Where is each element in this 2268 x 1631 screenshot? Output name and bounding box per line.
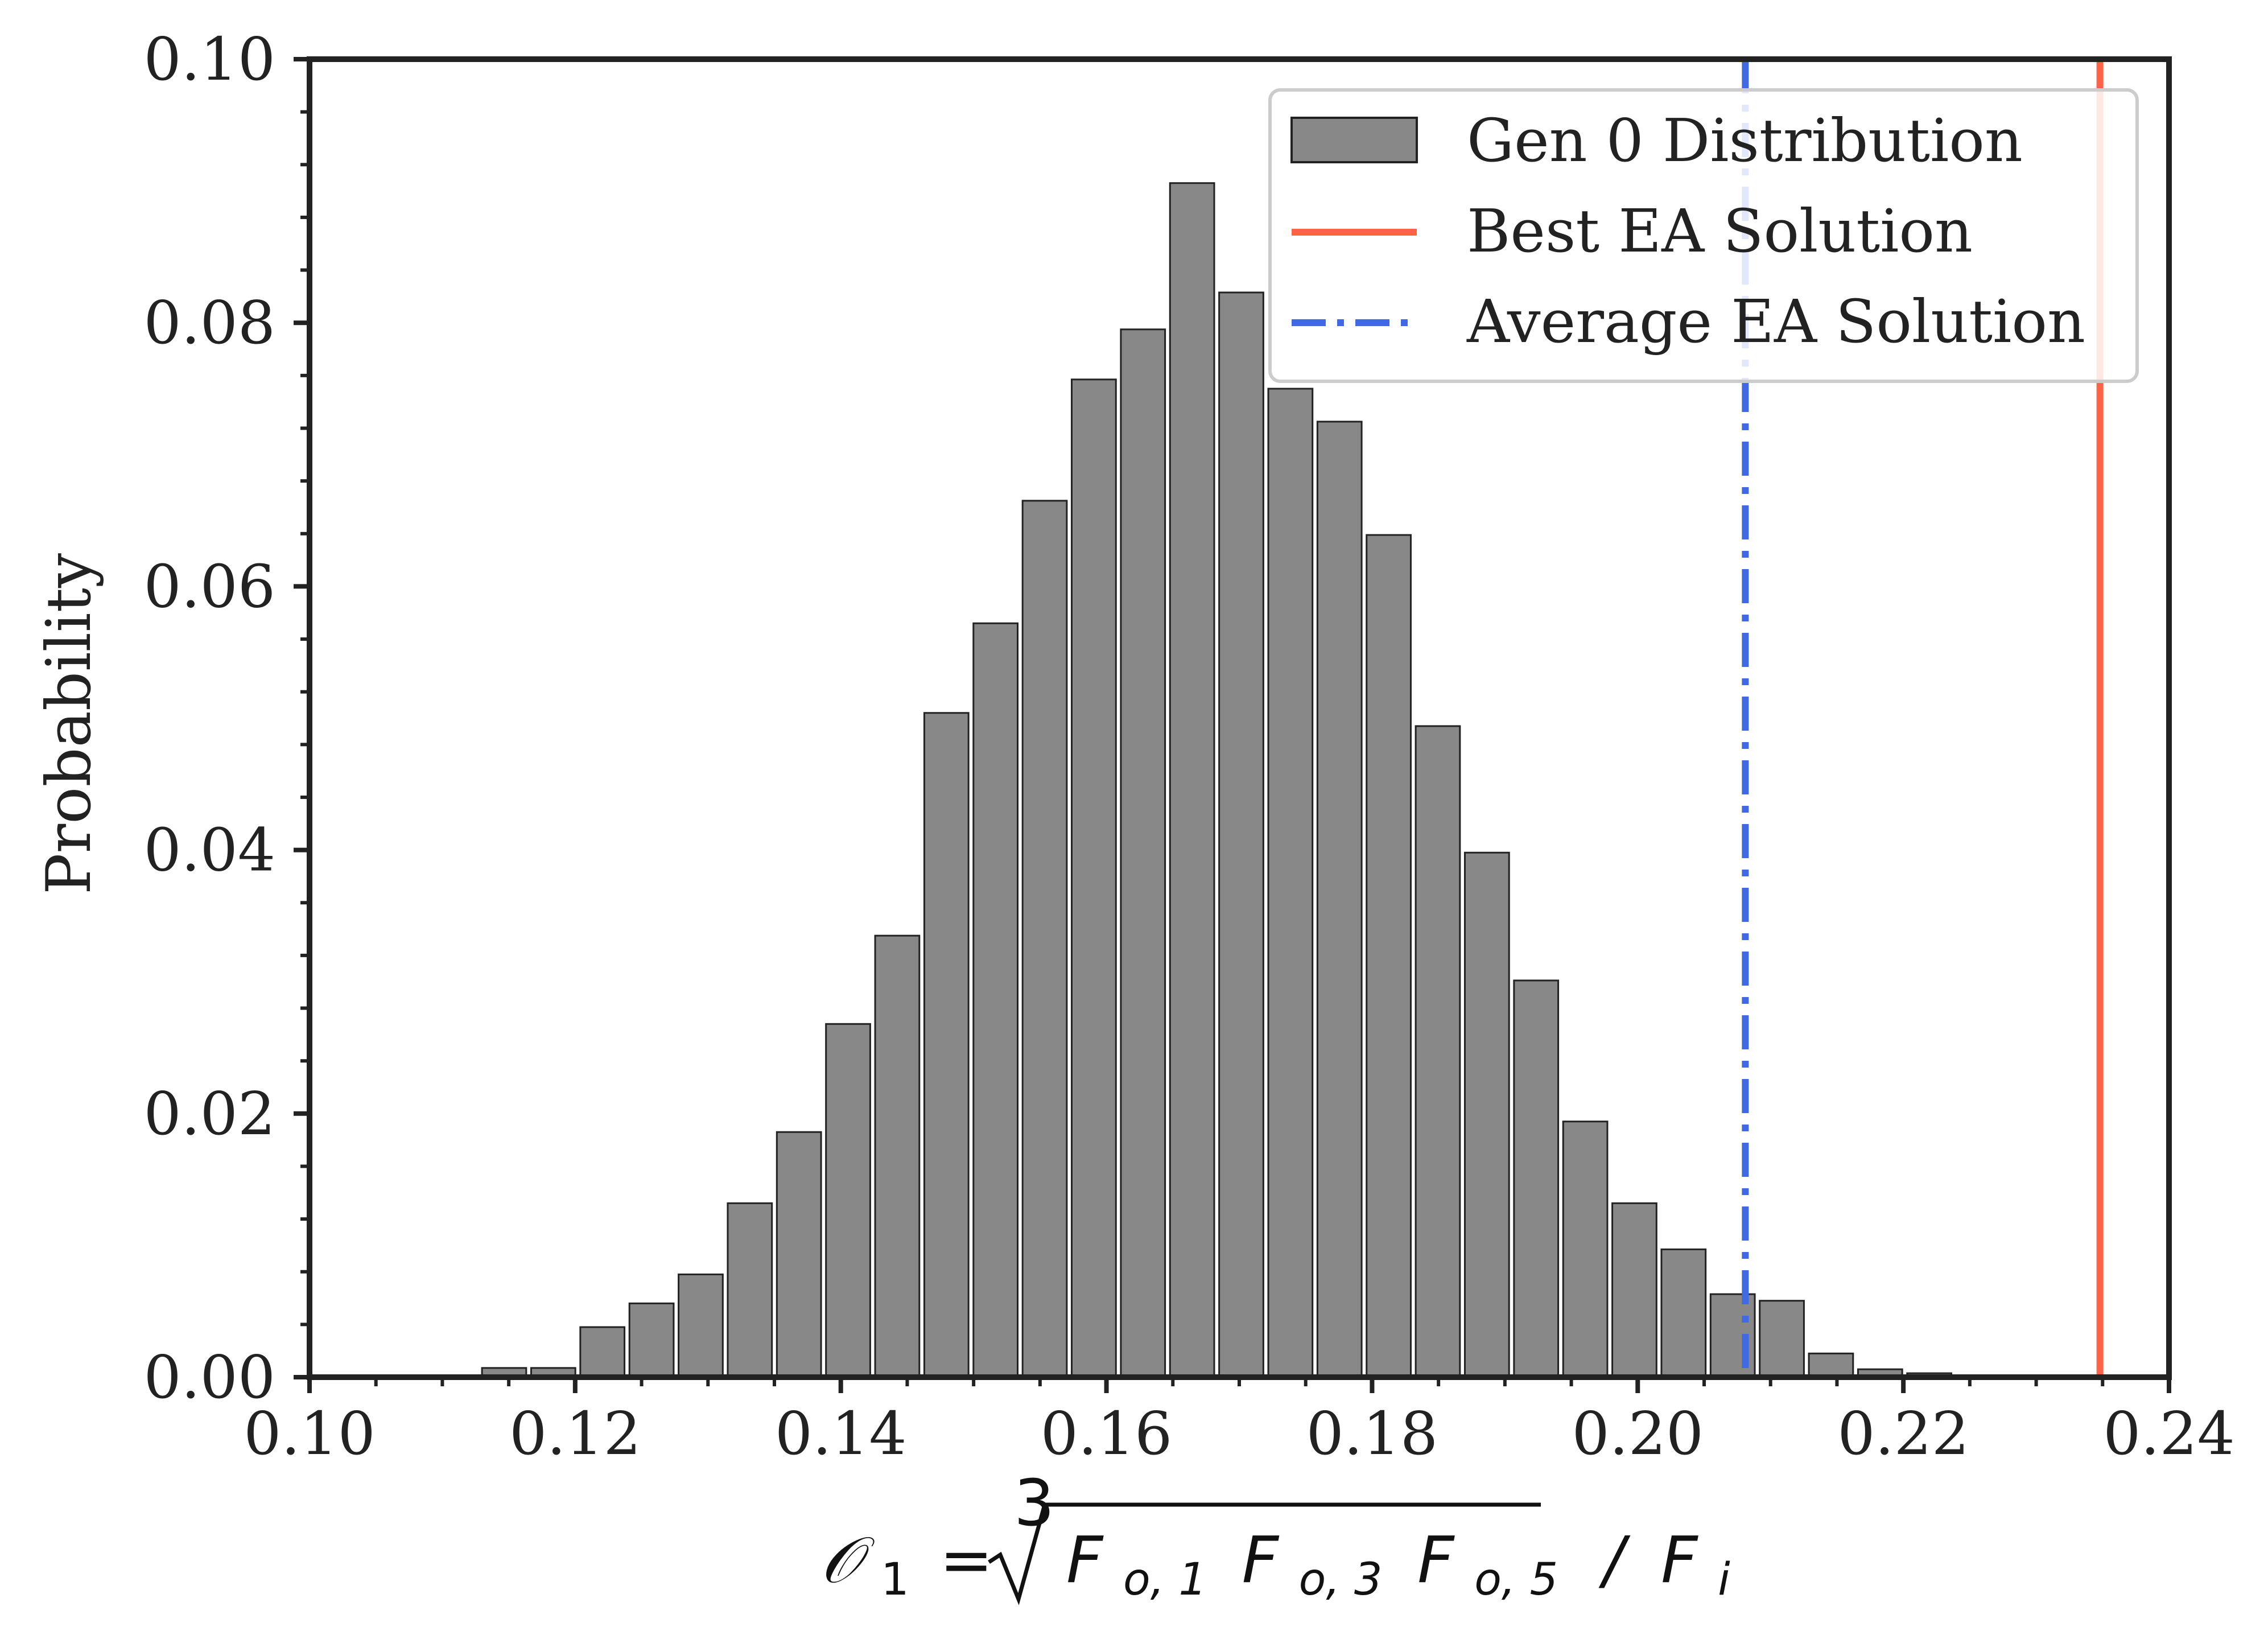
legend-label-average: Average EA Solution bbox=[1466, 287, 2085, 356]
x-tick-label: 0.24 bbox=[2103, 1399, 2235, 1468]
y-tick-label: 0.06 bbox=[143, 551, 275, 621]
legend-swatch-gen0 bbox=[1290, 117, 1418, 163]
legend: Gen 0 Distribution Best EA Solution Aver… bbox=[1268, 88, 2139, 383]
histogram-bar bbox=[579, 1326, 626, 1378]
xlabel-f3: F bbox=[1242, 1523, 1280, 1597]
histogram-bar bbox=[628, 1302, 675, 1378]
xlabel-fi: F bbox=[1661, 1523, 1698, 1597]
histogram-bar bbox=[972, 622, 1019, 1378]
histogram-bar bbox=[1120, 328, 1166, 1378]
y-tick-label: 0.04 bbox=[143, 816, 275, 885]
histogram-bar bbox=[1415, 725, 1461, 1378]
histogram-bar bbox=[1316, 421, 1363, 1378]
xlabel-slash: / bbox=[1598, 1523, 1631, 1597]
x-axis-label: 𝒪 1 = 3 F o, 1 F o, 3 F o, 5 / F i bbox=[820, 1467, 1730, 1610]
histogram-bar bbox=[1808, 1352, 1854, 1378]
y-tick-label: 0.10 bbox=[143, 24, 275, 94]
legend-box bbox=[1268, 88, 2139, 383]
x-tick-label: 0.18 bbox=[1306, 1399, 1438, 1468]
histogram-bar bbox=[1218, 291, 1264, 1378]
svg-text:𝒪 1 =: 𝒪 1 = bbox=[820, 1523, 993, 1610]
histogram-bar bbox=[1071, 378, 1117, 1378]
legend-label-best: Best EA Solution bbox=[1467, 196, 1973, 266]
x-tick-label: 0.14 bbox=[775, 1399, 907, 1468]
histogram-bar bbox=[1562, 1121, 1609, 1378]
xlabel-f5: F bbox=[1417, 1523, 1455, 1597]
histogram-bar bbox=[1660, 1248, 1707, 1378]
histogram-bar bbox=[825, 1023, 871, 1378]
histogram-bar bbox=[678, 1273, 724, 1378]
x-tick-label: 0.22 bbox=[1837, 1399, 1969, 1468]
x-tick-label: 0.20 bbox=[1572, 1399, 1704, 1468]
y-tick-label: 0.02 bbox=[143, 1079, 275, 1148]
histogram-bar bbox=[1463, 851, 1510, 1378]
y-axis-label: Probability bbox=[34, 553, 105, 895]
xlabel-f3-sub: o, 3 bbox=[1299, 1554, 1383, 1605]
histogram-bar bbox=[776, 1131, 822, 1378]
histogram-bar bbox=[923, 712, 970, 1378]
histogram-bar bbox=[1366, 534, 1412, 1378]
histogram-bar bbox=[1611, 1202, 1657, 1378]
x-tick-label: 0.16 bbox=[1041, 1399, 1173, 1468]
xlabel-f5-sub: o, 5 bbox=[1474, 1554, 1558, 1605]
legend-label-gen0: Gen 0 Distribution bbox=[1467, 106, 2023, 175]
xlabel-fi-sub: i bbox=[1718, 1554, 1730, 1605]
x-tick-label: 0.10 bbox=[244, 1399, 376, 1468]
xlabel-equals: = bbox=[939, 1523, 993, 1597]
xlabel-f1: F bbox=[1066, 1523, 1104, 1597]
y-tick-label: 0.00 bbox=[143, 1342, 275, 1412]
histogram-bar bbox=[1267, 388, 1314, 1378]
xlabel-f1-sub: o, 1 bbox=[1123, 1554, 1207, 1605]
y-tick-label: 0.08 bbox=[143, 288, 275, 357]
xlabel-radical-sign bbox=[988, 1502, 1541, 1605]
histogram-bar bbox=[874, 934, 921, 1378]
axis-ticks: 0.10 0.12 0.14 0.16 0.18 0.20 0.22 0.24 0.00 0.02… bbox=[143, 24, 2234, 1468]
svg-text:F o, 1 F o,: F o, 1 F o, 3 F o, 5 / F i bbox=[1066, 1523, 1730, 1610]
histogram-bars bbox=[481, 182, 1953, 1378]
xlabel-lhs: 𝒪 bbox=[820, 1523, 875, 1597]
histogram-bar bbox=[1021, 500, 1068, 1378]
histogram-bar bbox=[1513, 979, 1560, 1378]
x-tick-label: 0.12 bbox=[509, 1399, 641, 1468]
histogram-bar bbox=[1169, 182, 1215, 1378]
histogram-bar bbox=[727, 1202, 773, 1378]
xlabel-lhs-subscript: 1 bbox=[881, 1554, 909, 1605]
histogram-bar bbox=[1759, 1300, 1805, 1378]
